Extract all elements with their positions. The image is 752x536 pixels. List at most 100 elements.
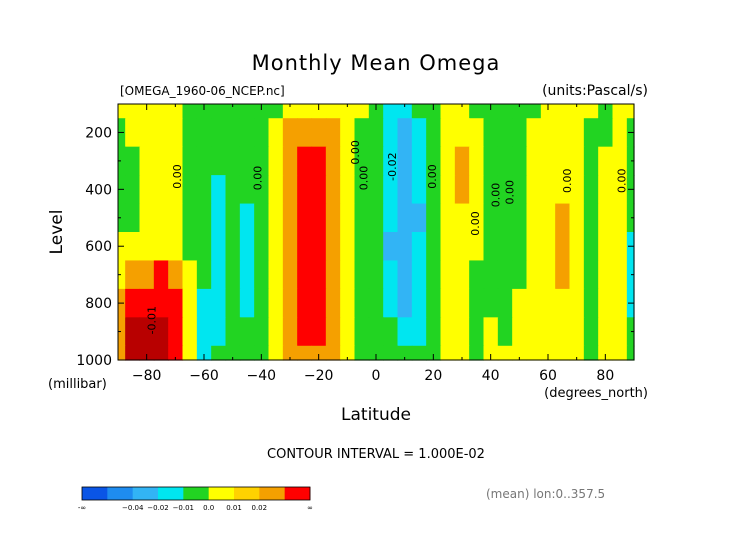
x-tick-label: 20 [424,368,442,384]
field-cell [426,317,442,347]
field-cell [454,146,470,176]
field-cell [483,118,499,148]
field-cell [483,345,499,361]
field-cell [540,118,556,148]
colorbar-label: 0.0 [203,504,214,512]
field-cell [153,118,169,148]
field-cell [125,232,141,262]
field-cell [239,118,255,148]
field-cell [254,260,270,290]
field-cell [540,175,556,205]
field-cell [239,317,255,347]
field-cell [354,345,370,361]
field-cell [497,288,513,318]
field-cell [153,260,169,290]
field-cell [196,288,212,318]
field-cell [311,288,327,318]
field-cell [311,317,327,347]
field-cell [598,345,614,361]
field-cell [153,104,169,119]
colorbar-swatch [107,487,134,500]
field-cell [497,232,513,262]
field-cell [297,288,313,318]
field-cell [497,345,513,361]
field-cell [311,232,327,262]
field-cell [512,104,528,119]
field-cell [598,203,614,233]
units-label: (units:Pascal/s) [542,83,648,99]
field-cell [354,232,370,262]
field-cell [569,232,585,262]
field-cell [411,175,427,205]
field-cell [325,288,341,318]
field-cell [469,203,485,233]
field-cell [168,260,184,290]
field-cell [268,104,284,119]
field-cell [368,118,384,148]
field-cell [569,317,585,347]
field-cell [612,146,628,176]
field-cell [153,146,169,176]
field-cell [354,203,370,233]
field-cell [612,317,628,347]
field-cell [598,104,614,119]
field-cell [368,104,384,119]
field-cell [526,203,542,233]
field-cell [440,146,456,176]
field-cell [153,345,169,361]
field-cell [526,288,542,318]
field-cell [282,260,298,290]
field-cell [225,345,241,361]
field-cell [483,175,499,205]
field-cell [254,118,270,148]
field-cell [211,260,227,290]
field-cell [411,203,427,233]
field-cell [125,317,141,347]
file-label: [OMEGA_1960-06_NCEP.nc] [120,84,285,98]
field-cell [268,288,284,318]
field-cell [598,146,614,176]
field-cell [297,232,313,262]
field-cell [196,118,212,148]
field-cell [196,260,212,290]
field-cell [411,317,427,347]
field-cell [268,175,284,205]
field-cell [125,118,141,148]
field-cell [497,317,513,347]
field-cell [182,203,198,233]
contour-label: 0.00 [469,211,482,236]
field-cell [340,345,356,361]
colorbar-labels: -∞ −0.04 −0.02 −0.01 0.0 0.01 0.02 ∞ [78,504,313,512]
field-cell [282,232,298,262]
field-cell [125,146,141,176]
field-cell [555,232,571,262]
field-cell [454,345,470,361]
field-cell [311,345,327,361]
field-cell [512,317,528,347]
field-cell [282,345,298,361]
field-cell [440,345,456,361]
field-cell [354,175,370,205]
field-cell [411,146,427,176]
field-cell [612,104,628,119]
field-cell [211,317,227,347]
field-cell [512,175,528,205]
field-cell [583,175,599,205]
field-cell [125,260,141,290]
field-cell [211,203,227,233]
field-cell [225,288,241,318]
field-cell [168,288,184,318]
colorbar-label: -∞ [78,504,86,512]
x-tick-label: −40 [247,368,277,384]
field-cell [526,104,542,119]
field-cell [268,345,284,361]
field-cell [196,232,212,262]
field-cell [598,175,614,205]
field-cell [626,260,635,290]
colorbar [81,486,311,501]
field-cell [483,317,499,347]
field-cell [211,232,227,262]
field-cell [555,260,571,290]
field-cell [583,232,599,262]
